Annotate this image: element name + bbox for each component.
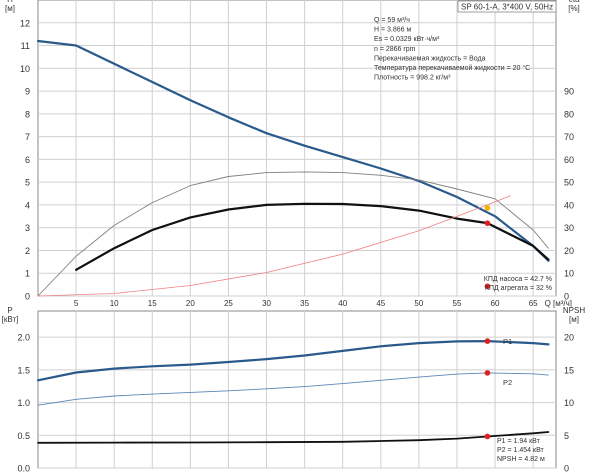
efficiency-line: КПД агрегата = 32 % — [485, 285, 552, 292]
series-label-p2: P2 — [503, 378, 512, 387]
right-tick-label: 40 — [564, 200, 574, 210]
right-tick-label: 10 — [564, 398, 574, 408]
left-tick-label: 0.5 — [17, 431, 30, 441]
info-line: Перекачиваемая жидкость = Вода — [374, 55, 486, 62]
left-tick-label: 10 — [20, 64, 30, 74]
series-line-system-curve — [37, 195, 511, 297]
left-tick-label: 6 — [25, 155, 30, 165]
info-line: Q = 59 м³/ч — [374, 17, 410, 24]
left-tick-label: 3 — [25, 223, 30, 233]
info-line: NPSH = 4.82 м — [497, 456, 545, 463]
left-tick-label: 5 — [25, 178, 30, 188]
x-tick-label: 55 — [453, 299, 462, 308]
left-tick-label: 11 — [21, 41, 30, 51]
x-tick-label: 10 — [110, 299, 119, 308]
operating-point-marker — [484, 205, 491, 211]
left-tick-label: 0 — [25, 292, 30, 302]
chart-title: SP 60-1-A, 3*400 V, 50Hz — [461, 3, 553, 12]
left-tick-label: 1.0 — [17, 398, 30, 408]
right-tick-label: 0 — [564, 464, 569, 474]
right-tick-label: 50 — [564, 178, 574, 188]
left-tick-label: 1.5 — [17, 365, 30, 375]
plot-frame — [37, 310, 557, 469]
series-line-npsh — [37, 431, 550, 444]
x-tick-label: 65 — [529, 299, 538, 308]
right-tick-label: 10 — [564, 269, 574, 279]
x-tick-label: 30 — [262, 299, 271, 308]
left-axis-title: H — [7, 0, 13, 4]
left-tick-label: 2 — [25, 246, 30, 256]
left-tick-label: 2.0 — [17, 333, 30, 343]
right-axis-unit: [%] — [568, 4, 580, 13]
info-line: Es = 0.0329 кВт·ч/м³ — [374, 36, 440, 43]
right-tick-label: 90 — [564, 87, 574, 97]
right-axis-title: NPSH — [563, 306, 585, 315]
plot-frame — [37, 0, 557, 297]
info-line: H = 3.866 м — [374, 27, 411, 34]
left-tick-label: 9 — [25, 87, 30, 97]
left-tick-label: 7 — [25, 132, 30, 142]
efficiency-line: КПД насоса = 42.7 % — [484, 276, 552, 283]
x-tick-label: 25 — [224, 299, 233, 308]
left-axis-unit: [м] — [5, 4, 15, 13]
right-tick-label: 80 — [564, 109, 574, 119]
bottom-chart-panel: 0.0 0.5 1.0 1.5 2.0 0 5 10 15 20 P[кВт] NPSH[м] P1 =… — [2, 306, 586, 474]
x-axis-title: Q [м³/ч] — [545, 299, 572, 308]
x-tick-label: 5 — [74, 299, 79, 308]
series-line-p2 — [37, 372, 549, 406]
x-tick-label: 15 — [148, 299, 157, 308]
operating-point-marker — [484, 220, 491, 226]
left-tick-label: 8 — [25, 109, 30, 119]
info-line: Плотность = 998.2 кг/м³ — [374, 75, 451, 82]
info-line: P2 = 1.454 кВт — [497, 447, 545, 454]
operating-point-marker — [484, 338, 491, 344]
right-tick-label: 20 — [564, 246, 574, 256]
series-line-p1 — [36, 340, 550, 382]
series-line-h — [36, 39, 550, 262]
left-tick-label: 12 — [20, 18, 30, 28]
left-tick-label: 1 — [25, 269, 30, 279]
x-tick-label: 45 — [376, 299, 385, 308]
info-line: P1 = 1.94 кВт — [497, 438, 541, 445]
x-tick-label: 35 — [300, 299, 309, 308]
operating-point-marker — [484, 283, 491, 290]
series-line-eta-unit — [75, 202, 550, 271]
right-tick-label: 60 — [564, 155, 574, 165]
operating-point-marker — [484, 370, 491, 376]
operating-point-marker — [484, 433, 491, 440]
x-tick-label: 60 — [491, 299, 500, 308]
right-tick-label: 30 — [564, 223, 574, 233]
left-axis-title: P — [7, 306, 12, 315]
right-axis-title: eta — [568, 0, 580, 4]
series-line-eta-pump — [37, 171, 549, 297]
right-tick-label: 15 — [564, 365, 574, 375]
x-tick-label: 50 — [414, 299, 423, 308]
right-axis-unit: [м] — [569, 315, 579, 324]
left-axis-unit: [кВт] — [2, 315, 19, 324]
x-tick-label: 40 — [338, 299, 347, 308]
info-line: n = 2866 rpm — [374, 46, 416, 53]
left-tick-label: 4 — [25, 200, 30, 210]
title-box — [457, 0, 557, 13]
right-tick-label: 20 — [564, 333, 574, 343]
right-tick-label: 70 — [564, 132, 574, 142]
right-tick-label: 0 — [564, 292, 569, 302]
left-tick-label: 0.0 — [17, 464, 30, 474]
series-label-p1: P1 — [503, 337, 512, 346]
x-tick-label: 20 — [186, 299, 195, 308]
info-line: Температура перекачиваемой жидкости = 20… — [374, 64, 530, 72]
top-chart-panel: 01234567891011120102030405060708090H[м]e… — [5, 0, 580, 308]
right-tick-label: 5 — [564, 431, 569, 441]
